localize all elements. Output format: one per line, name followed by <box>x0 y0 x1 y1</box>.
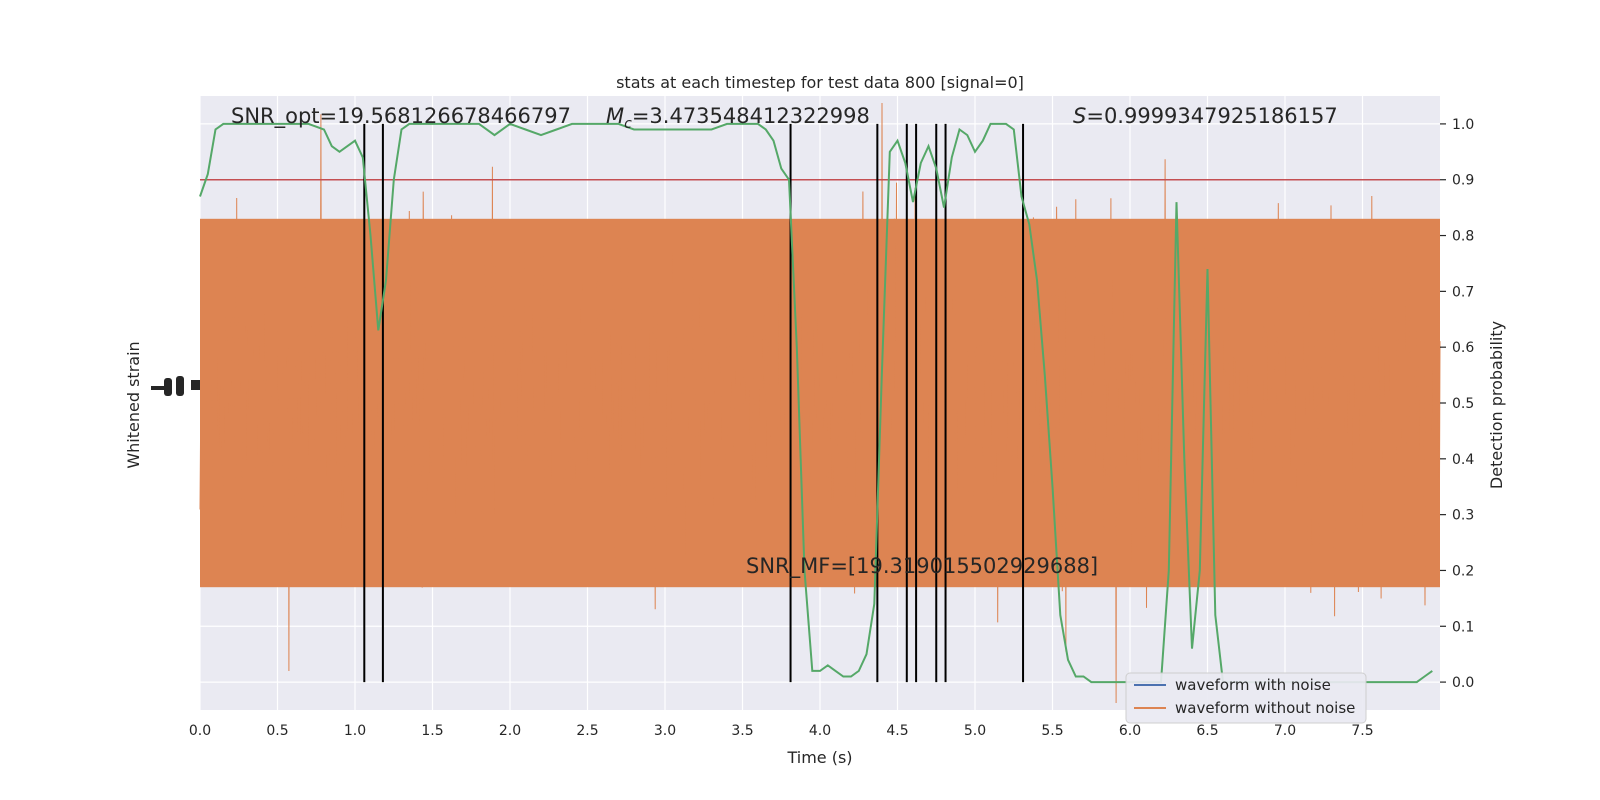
chirp-mass-subscript: c <box>624 116 632 132</box>
y-tick-label: 0.8 <box>1452 229 1474 245</box>
left-axis-ticks <box>151 376 200 396</box>
y-tick-label: 0.1 <box>1452 619 1474 635</box>
y-tick-label: 0.3 <box>1452 508 1474 524</box>
x-tick-label: 6.5 <box>1196 723 1218 739</box>
s-symbol: S <box>1073 104 1086 128</box>
chart-title: stats at each timestep for test data 800… <box>616 73 1024 92</box>
x-axis-ticks: 0.0 0.5 1.0 1.5 2.0 2.5 3.0 3.5 4.0 4.5 5.0 5.5 6.0 6… <box>189 723 1374 739</box>
legend-label-with-noise: waveform with noise <box>1175 676 1331 694</box>
x-tick-label: 0.0 <box>189 723 211 739</box>
x-tick-label: 0.5 <box>266 723 288 739</box>
legend: waveform with noise waveform without noi… <box>1125 672 1367 724</box>
y-axis-label-right: Detection probability <box>1487 321 1506 489</box>
y-tick-label: 0.4 <box>1452 452 1474 468</box>
x-tick-label: 7.5 <box>1351 723 1373 739</box>
noise-series-group <box>199 102 1441 704</box>
y-tick-label: 0.7 <box>1452 284 1474 300</box>
detection-probability-group <box>199 122 1433 684</box>
x-tick-label: 3.5 <box>731 723 753 739</box>
x-tick-label: 3.0 <box>654 723 676 739</box>
x-tick-label: 1.5 <box>421 723 443 739</box>
x-tick-label: 4.5 <box>886 723 908 739</box>
y-tick-label: 0.2 <box>1452 563 1474 579</box>
chirp-mass-value: =3.473548412322998 <box>632 104 870 128</box>
y-tick-label: 0.0 <box>1452 675 1474 691</box>
x-tick-label: 4.0 <box>809 723 831 739</box>
s-annotation: S=0.9999347925186157 <box>1073 104 1338 128</box>
s-value: =0.9999347925186157 <box>1086 104 1337 128</box>
x-tick-label: 5.5 <box>1041 723 1063 739</box>
legend-box <box>1125 672 1367 724</box>
detection-probability-line <box>199 122 1433 684</box>
x-tick-label: 2.5 <box>576 723 598 739</box>
y-tick-label: 0.9 <box>1452 173 1474 189</box>
legend-label-without-noise: waveform without noise <box>1175 699 1355 717</box>
y-right-axis-ticks: 0.0 0.1 0.2 0.3 0.4 0.5 0.6 0.7 0.8 0.9 1.0 <box>1440 117 1474 691</box>
waveform-without-noise-line <box>199 102 1441 704</box>
y-tick-label: 1.0 <box>1452 117 1474 133</box>
x-tick-label: 7.0 <box>1274 723 1296 739</box>
x-tick-label: 5.0 <box>964 723 986 739</box>
y-tick-label: 0.6 <box>1452 340 1474 356</box>
x-tick-label: 2.0 <box>499 723 521 739</box>
chirp-mass-symbol: M <box>606 104 624 128</box>
snr-opt-annotation: SNR_opt=19.568126678466797 <box>231 104 571 129</box>
x-tick-label: 6.0 <box>1119 723 1141 739</box>
x-tick-label: 1.0 <box>344 723 366 739</box>
y-tick-label: 0.5 <box>1452 396 1474 412</box>
snr-mf-annotation: SNR_MF=[19.319015502929688] <box>746 554 1098 579</box>
y-axis-label-left: Whitened strain <box>124 341 143 468</box>
x-axis-label: Time (s) <box>786 748 852 767</box>
chirp-mass-annotation: Mc=3.473548412322998 <box>606 104 870 132</box>
